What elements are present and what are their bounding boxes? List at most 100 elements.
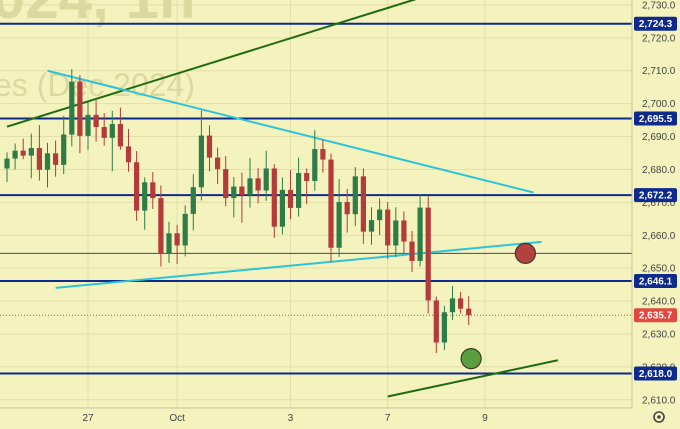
candle [385, 202, 391, 259]
candle [417, 194, 423, 267]
axis-background [632, 0, 680, 429]
candle [449, 285, 456, 320]
horizontal-levels[interactable] [0, 22, 632, 375]
x-tick-label: 9 [482, 413, 488, 424]
watermark: 024, 1h es (Dec 2024) [0, 0, 195, 103]
candle [69, 69, 75, 147]
trendline[interactable] [47, 69, 534, 194]
candle [271, 164, 277, 238]
level-price-tag-bg [634, 16, 677, 31]
candle-body [239, 186, 245, 196]
candle-body [433, 300, 439, 343]
candle-body [377, 209, 383, 221]
marker-circle[interactable] [460, 348, 482, 370]
candle-body [61, 134, 67, 165]
level-price-tag: 2,672.2 [639, 191, 673, 202]
candle-body [409, 241, 415, 261]
settings-gear-icon[interactable] [653, 411, 665, 423]
candle [425, 196, 431, 314]
level-price-tag-bg [634, 188, 677, 203]
markers[interactable] [460, 242, 537, 370]
watermark-line1: 024, 1h [0, 0, 195, 31]
candle-body [304, 173, 310, 181]
time-axis[interactable]: 27 Oct 3 7 9 [82, 413, 488, 424]
candle [158, 185, 164, 267]
level-price-tag: 2,618.0 [639, 369, 673, 380]
candle [206, 125, 213, 172]
candle [360, 168, 366, 244]
candle [44, 142, 51, 188]
candle [101, 113, 107, 146]
candle-body [360, 176, 366, 232]
candle [239, 172, 245, 223]
candle-body [287, 189, 294, 208]
candle [215, 147, 221, 184]
candle-body [150, 182, 156, 199]
y-tick-label: 2,730.0 [642, 0, 676, 11]
candle-body [190, 187, 196, 214]
level-price-tag-bg [634, 111, 677, 126]
candle [231, 177, 237, 218]
candle [336, 178, 342, 257]
candle [174, 224, 180, 264]
trendline[interactable] [55, 240, 542, 289]
candle-body [263, 168, 269, 191]
candle [150, 172, 156, 209]
level-price-tag: 2,724.3 [639, 19, 673, 30]
candle-body [109, 124, 115, 138]
candle [117, 107, 123, 150]
y-tick-label: 2,640.0 [642, 297, 676, 308]
x-tick-label: Oct [169, 413, 185, 424]
candle-body [296, 173, 302, 208]
candle-body [4, 158, 10, 169]
candle-body [28, 148, 34, 156]
x-tick-label: 7 [385, 413, 391, 424]
candle [312, 130, 318, 191]
y-tick-label: 2,670.0 [642, 198, 676, 209]
candle-body [44, 153, 51, 170]
grid [0, 0, 632, 408]
candle-body [182, 213, 188, 246]
candle-body [174, 233, 180, 246]
candle [85, 101, 91, 150]
candle [125, 128, 132, 172]
candle-body [223, 169, 229, 199]
candle [279, 177, 285, 235]
candle [441, 305, 447, 351]
candle-body [344, 202, 350, 215]
candle [198, 110, 204, 201]
candle [320, 139, 326, 173]
level-price-tag: 2,695.5 [639, 114, 673, 125]
candle [20, 138, 26, 160]
candle-body [206, 135, 213, 158]
trendlines[interactable] [6, 0, 559, 398]
candle-body [215, 157, 221, 170]
candle-body [312, 149, 318, 181]
candle-body [93, 114, 99, 128]
y-tick-label: 2,710.0 [642, 66, 676, 77]
y-tick-label: 2,680.0 [642, 165, 676, 176]
candle [182, 205, 188, 257]
y-tick-label: 2,610.0 [642, 395, 676, 406]
candle [77, 75, 83, 153]
candle [466, 296, 472, 326]
trendline[interactable] [6, 0, 461, 128]
candle-body [328, 159, 334, 248]
marker-circle[interactable] [514, 242, 537, 264]
candle-body [401, 220, 407, 242]
candle [296, 157, 302, 217]
candle [255, 168, 261, 204]
candle-body [255, 178, 261, 191]
last-price-tag-bg [634, 308, 677, 323]
candle [352, 167, 358, 227]
trendline[interactable] [387, 359, 559, 398]
y-tick-label: 2,630.0 [642, 329, 676, 340]
level-price-tag: 2,646.1 [639, 276, 673, 287]
candle-body [53, 153, 59, 165]
x-tick-label: 3 [288, 413, 294, 424]
candle-body [368, 220, 375, 232]
price-tags: 2,724.3 2,695.5 2,672.2 2,646.1 2,618.0 2,635… [634, 16, 677, 381]
candle-body [12, 150, 18, 159]
candle-body [20, 150, 26, 156]
